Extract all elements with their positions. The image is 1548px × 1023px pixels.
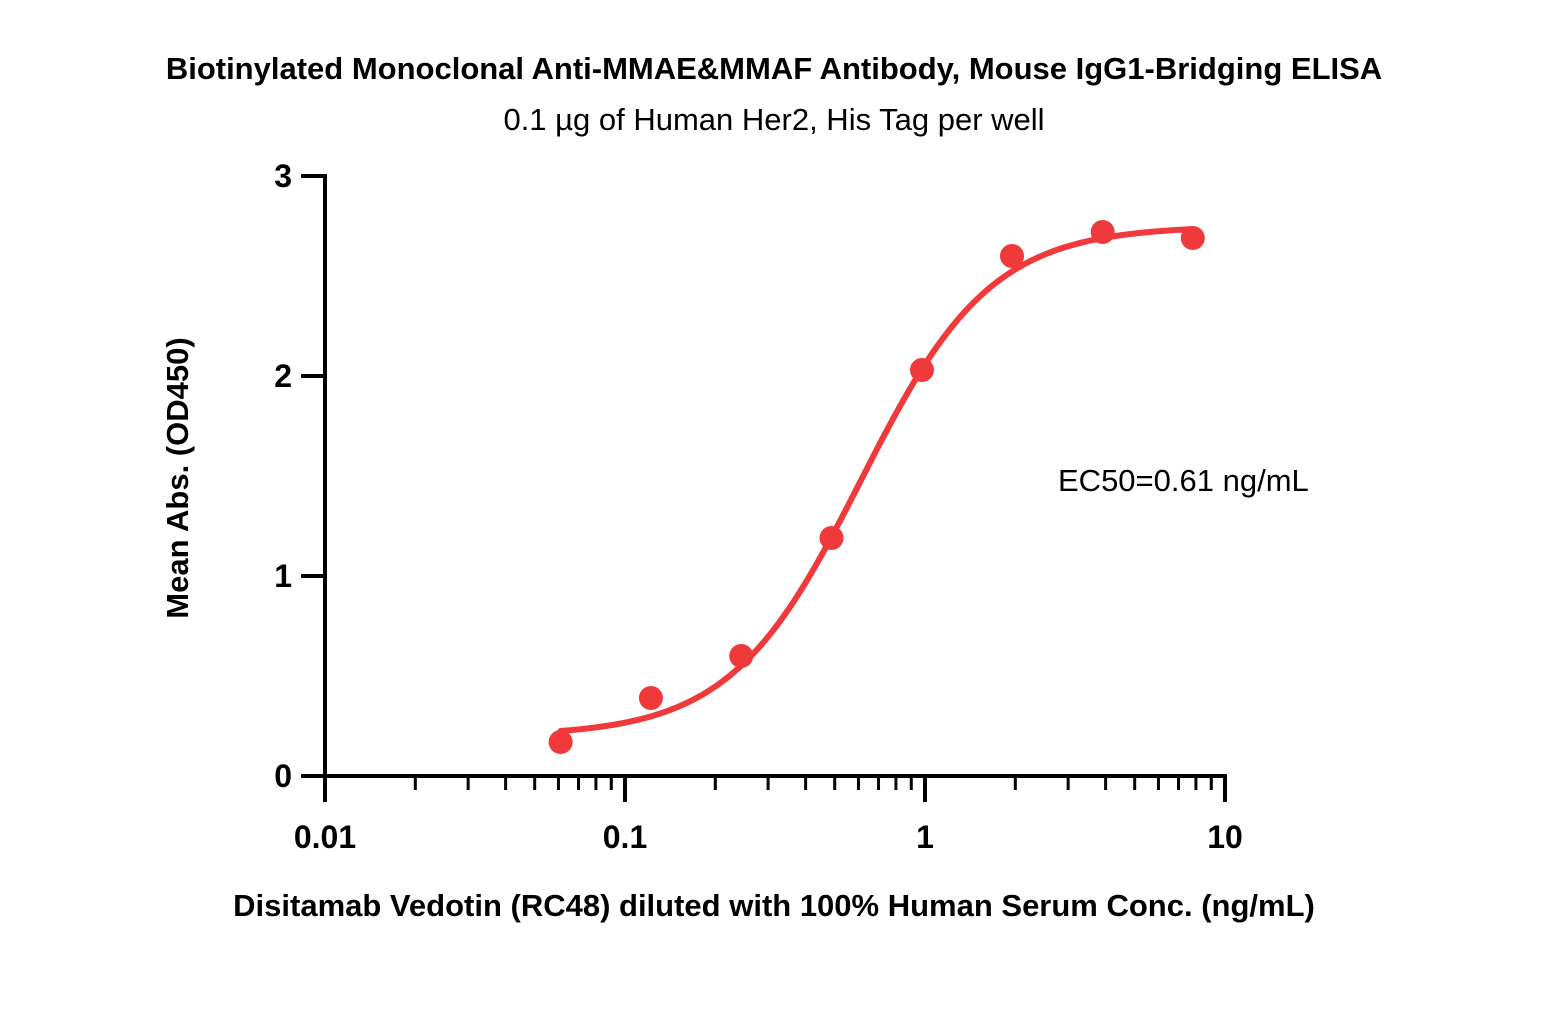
data-point: [909, 358, 934, 382]
y-tick-label: 1: [274, 558, 292, 594]
chart-title: Biotinylated Monoclonal Anti-MMAE&MMAF A…: [166, 51, 1382, 86]
y-axis-title: Mean Abs. (OD450): [160, 337, 195, 618]
data-point: [1090, 220, 1115, 244]
data-point: [638, 686, 663, 710]
data-point: [729, 644, 754, 668]
x-axis-title: Disitamab Vedotin (RC48) diluted with 10…: [233, 888, 1315, 923]
x-axis-ticks: 0.01 0.1 1 10: [294, 776, 1243, 855]
fit-curve: [557, 226, 1196, 734]
data-point: [819, 526, 844, 550]
x-tick-label: 1: [916, 819, 934, 855]
ec50-annotation: EC50=0.61 ng/mL: [1058, 463, 1309, 498]
plot-area: 0 1 2 3 0.01 0.1 1 10: [274, 158, 1243, 855]
data-point: [1180, 226, 1205, 250]
y-tick-label: 2: [274, 358, 292, 394]
data-point: [548, 730, 573, 754]
chart-subtitle: 0.1 µg of Human Her2, His Tag per well: [503, 102, 1044, 137]
x-tick-label: 0.1: [603, 819, 647, 855]
y-axis-ticks: 0 1 2 3: [274, 158, 325, 794]
x-tick-label: 0.01: [294, 819, 356, 855]
data-points: [548, 220, 1205, 754]
y-tick-label: 0: [274, 758, 292, 794]
data-point: [1000, 244, 1025, 268]
x-tick-label: 10: [1207, 819, 1243, 855]
y-tick-label: 3: [274, 158, 292, 194]
